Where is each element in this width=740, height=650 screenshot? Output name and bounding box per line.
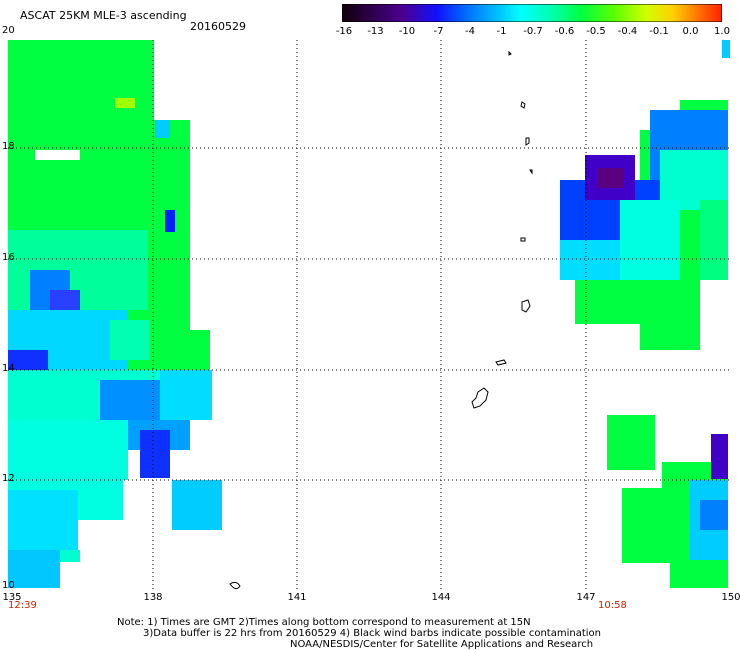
longitude-label: 138 xyxy=(143,592,163,603)
colorbar xyxy=(342,4,722,22)
right-time: 10:58 xyxy=(598,600,627,611)
left-time: 12:39 xyxy=(8,600,37,611)
colorbar-label: -0.7 xyxy=(523,26,543,37)
latitude-label: 10 xyxy=(2,580,15,591)
colorbar-label: -0.5 xyxy=(586,26,606,37)
colorbar-label: -4 xyxy=(465,26,475,37)
map-title: ASCAT 25KM MLE-3 ascending xyxy=(20,9,187,22)
right-swath xyxy=(560,40,730,350)
lower-right-swath xyxy=(607,415,728,588)
longitude-label: 141 xyxy=(287,592,307,603)
colorbar-label: -13 xyxy=(367,26,384,37)
colorbar-label: 0.0 xyxy=(682,26,699,37)
left-swath xyxy=(8,40,222,588)
map-date: 20160529 xyxy=(190,20,246,33)
colorbar-label: -0.6 xyxy=(554,26,575,37)
latitude-label: 14 xyxy=(2,363,15,374)
colorbar-label: 1.0 xyxy=(714,26,730,37)
grid-lines xyxy=(8,40,730,590)
note-line-3: NOAA/NESDIS/Center for Satellite Applica… xyxy=(290,639,594,650)
latitude-label: 16 xyxy=(2,252,15,263)
latitude-label: 18 xyxy=(2,141,15,152)
note-line-2: 3)Data buffer is 22 hrs from 20160529 4)… xyxy=(143,628,601,639)
colorbar-label: -16 xyxy=(335,26,353,37)
latitude-label: 12 xyxy=(2,473,15,484)
colorbar-label: -0.1 xyxy=(649,26,669,37)
colorbar-label: -7 xyxy=(433,26,444,37)
longitude-label: 147 xyxy=(576,592,596,603)
longitude-label: 144 xyxy=(431,592,451,603)
islands xyxy=(229,50,533,590)
longitude-label: 150 xyxy=(721,592,740,603)
latitude-label: 20 xyxy=(2,25,15,36)
longitude-label: 135 xyxy=(2,592,22,603)
colorbar-label: -10 xyxy=(398,26,416,37)
colorbar-label: -1 xyxy=(496,26,507,37)
colorbar-label: -0.4 xyxy=(617,26,638,37)
note-line-1: Note: 1) Times are GMT 2)Times along bot… xyxy=(117,617,531,628)
